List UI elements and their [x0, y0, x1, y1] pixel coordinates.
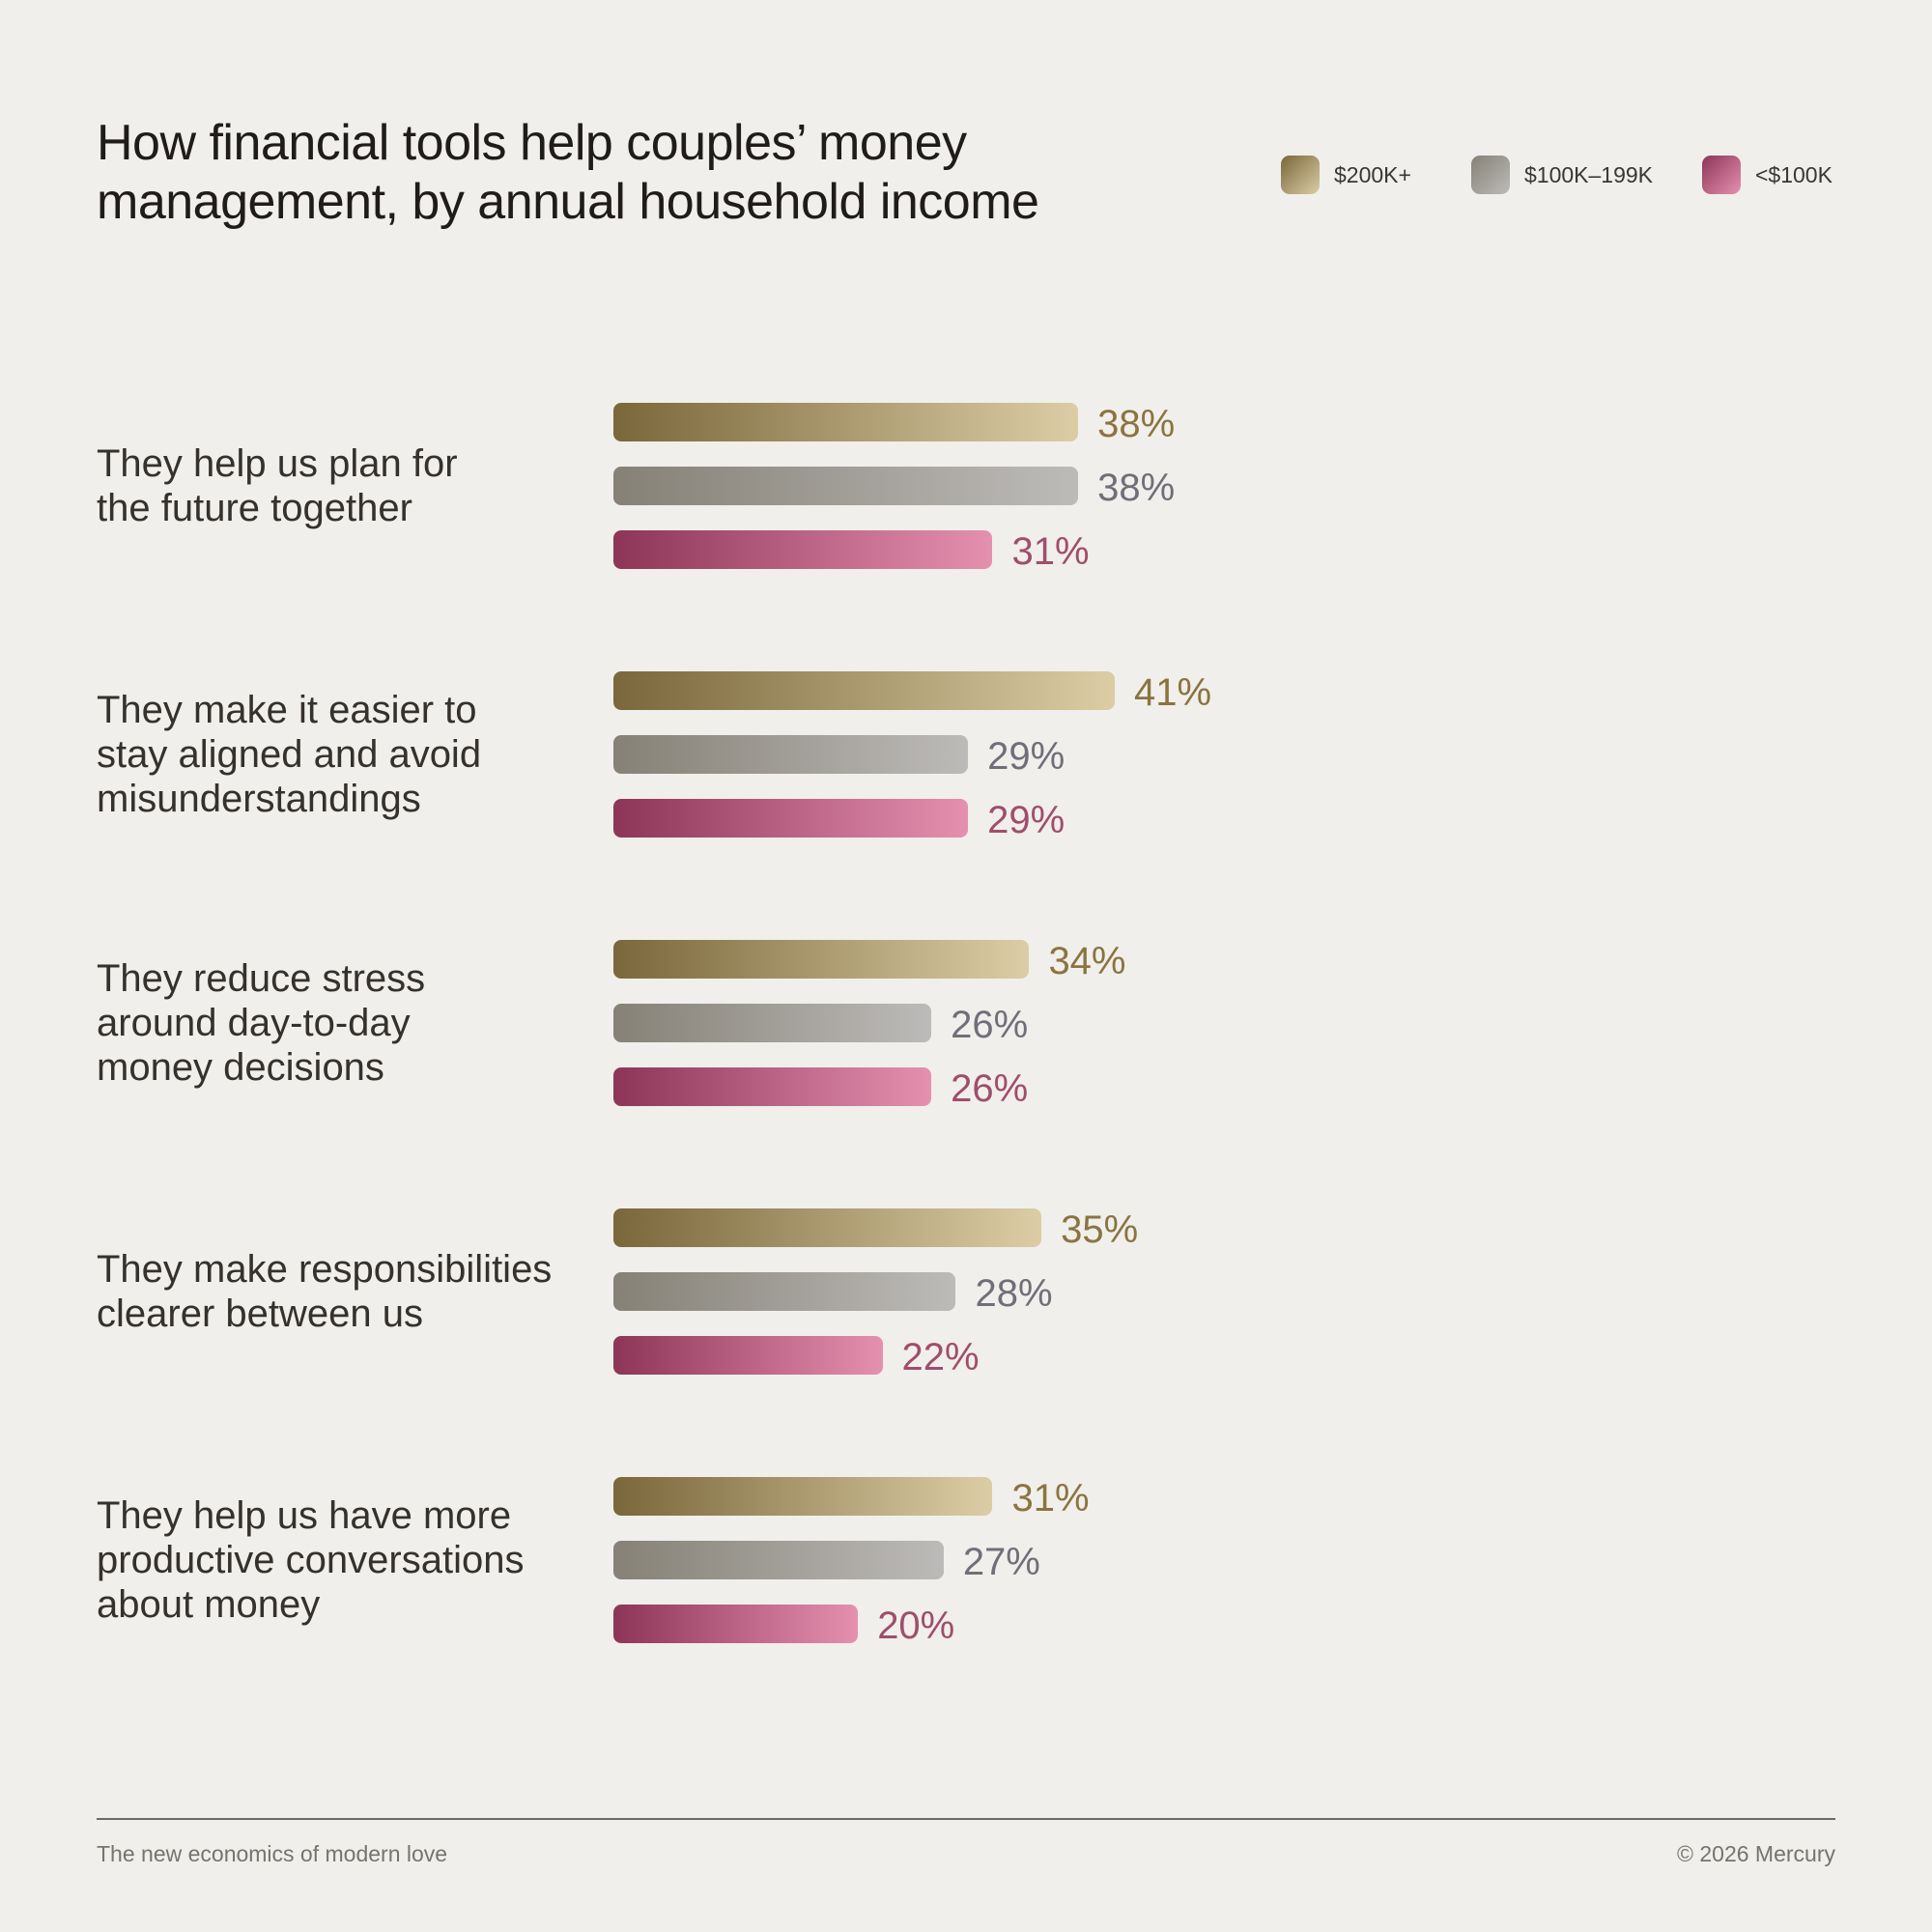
value-label: 34%: [1048, 940, 1126, 982]
bar: [613, 799, 969, 838]
bar: [613, 530, 993, 569]
category-label: They help us plan for the future togethe…: [97, 442, 458, 529]
category-label: They make responsibilities clearer betwe…: [97, 1248, 553, 1335]
bar: [613, 403, 1079, 441]
legend-swatch: [1471, 156, 1510, 194]
bar: [613, 1004, 932, 1042]
bar: [613, 735, 969, 774]
value-label: 27%: [962, 1541, 1040, 1583]
bar: [613, 671, 1116, 710]
legend-swatch: [1281, 156, 1320, 194]
chart-title: How financial tools help couples’ money …: [97, 115, 1039, 230]
footer-left: The new economics of modern love: [97, 1841, 448, 1866]
value-label: 28%: [975, 1272, 1053, 1315]
bar: [613, 1605, 859, 1643]
value-label: 31%: [1011, 530, 1090, 573]
value-label: 38%: [1097, 403, 1176, 445]
value-label: 22%: [901, 1336, 980, 1378]
footer-right: © 2026 Mercury: [1677, 1841, 1835, 1866]
value-label: 38%: [1097, 467, 1176, 509]
bar: [613, 1541, 944, 1579]
bar: [613, 1477, 993, 1516]
legend-label: $200K+: [1334, 162, 1411, 187]
category-label: They reduce stress around day-to-day mon…: [97, 957, 426, 1089]
category-label: They help us have more productive conver…: [97, 1494, 525, 1626]
value-label: 20%: [877, 1605, 955, 1647]
bar: [613, 1067, 932, 1106]
value-label: 26%: [951, 1004, 1029, 1046]
value-label: 29%: [987, 735, 1065, 778]
bar: [613, 467, 1079, 505]
legend-label: <$100K: [1755, 162, 1833, 187]
value-label: 31%: [1011, 1477, 1090, 1520]
bar: [613, 1272, 956, 1311]
value-label: 26%: [951, 1067, 1029, 1110]
footer-rule: [97, 1818, 1835, 1820]
legend-label: $100K–199K: [1524, 162, 1654, 187]
category-label: They make it easier to stay aligned and …: [97, 689, 482, 820]
legend-swatch: [1702, 156, 1741, 194]
value-label: 41%: [1134, 671, 1212, 714]
bar: [613, 1336, 883, 1375]
bar: [613, 940, 1030, 979]
value-label: 35%: [1061, 1208, 1139, 1251]
bar: [613, 1208, 1042, 1247]
value-label: 29%: [987, 799, 1065, 841]
